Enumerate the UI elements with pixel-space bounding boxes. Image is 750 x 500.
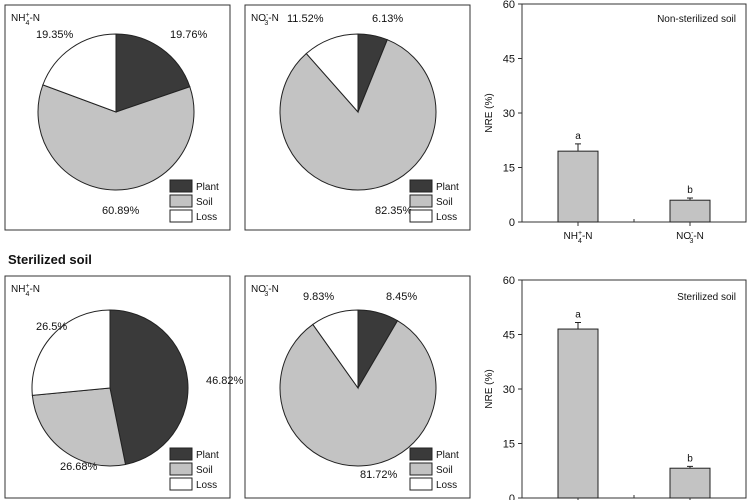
pie-slice-label: 11.52% [287,13,324,25]
bar-plot-frame [521,279,747,499]
y-tick-label: 15 [503,163,515,175]
pie-slice-label: 19.35% [36,29,74,41]
pie-slice-label: 60.89% [102,205,140,217]
legend-label: Plant [436,182,459,193]
significance-letter: a [575,131,581,142]
legend-label: Loss [196,212,217,223]
legend-swatch-loss [409,477,433,491]
bar-0 [557,150,599,223]
y-tick-label: 45 [503,54,515,66]
legend-label: Soil [196,197,213,208]
pie-slice-label: 6.13% [372,13,403,25]
legend-label: Soil [436,465,453,476]
pie-slice-soil [279,39,437,191]
pie-slice-soil [279,320,437,467]
y-tick-label: 30 [503,108,515,120]
legend-swatch-plant [169,447,193,461]
pie-slice-label: 46.82% [206,375,244,387]
pie-slice-label: 19.76% [170,29,208,41]
legend-swatch-plant [409,447,433,461]
legend-label: Loss [196,480,217,491]
legend-label: Plant [196,450,219,461]
legend-swatch-soil [169,462,193,476]
legend-label: Plant [436,450,459,461]
x-tick-label: NO-3-N [676,230,704,245]
pie-slice-plant [109,309,189,466]
significance-letter: b [687,185,693,196]
bar-1 [669,199,711,223]
legend-swatch-soil [409,194,433,208]
y-tick-label: 45 [503,330,515,342]
legend-swatch-soil [169,194,193,208]
legend-swatch-plant [409,179,433,193]
y-tick-label: 30 [503,384,515,396]
pie-slice-label: 26.68% [60,461,98,473]
pie-panel-frame [4,4,231,231]
pie-slice-label: 26.5% [36,321,67,333]
legend-label: Loss [436,212,457,223]
pie-slice-label: 82.35% [375,205,413,217]
legend-swatch-loss [169,209,193,223]
pie-slice-label: 8.45% [386,291,417,303]
legend-label: Soil [196,465,213,476]
y-tick-label: 15 [503,439,515,451]
legend-swatch-soil [409,462,433,476]
pie-panel-frame [244,275,471,499]
pie-slice-label: 9.83% [303,291,334,303]
pie-panel-frame [244,4,471,231]
pie-slice-loss [312,309,359,390]
section-label: Sterilized soil [8,252,92,267]
pie-slice-loss [31,309,111,396]
y-tick-label: 60 [503,0,515,11]
y-tick-label: 0 [509,493,515,500]
x-tick-label: NH+ 4-N [563,230,592,245]
y-axis-label: NRE (%) [484,369,495,408]
bar-1 [669,467,711,499]
significance-letter: b [687,453,693,464]
pie-panel-frame [4,275,231,499]
pie-slice-soil [37,84,195,191]
pie-slice-loss [42,33,117,113]
pie-title: NO-3-N [251,283,279,298]
y-tick-label: 60 [503,275,515,287]
bar-chart-title: Sterilized soil [677,292,736,303]
pie-slice-label: 81.72% [360,469,398,481]
legend-label: Loss [436,480,457,491]
pie-slice-loss [305,33,359,114]
y-axis-label: NRE (%) [484,93,495,132]
y-tick-label: 0 [509,217,515,229]
legend-label: Soil [436,197,453,208]
legend-swatch-plant [169,179,193,193]
pie-title: NH+ 4-N [11,283,40,298]
significance-letter: a [575,310,581,321]
pie-title: NO-3-N [251,12,279,27]
pie-slice-plant [115,33,191,113]
pie-title: NH+ 4-N [11,12,40,27]
legend-swatch-loss [409,209,433,223]
bar-plot-frame [521,3,747,223]
pie-slice-soil [31,387,127,467]
bar-0 [557,328,599,499]
legend-swatch-loss [169,477,193,491]
bar-chart-title: Non-sterilized soil [657,14,736,25]
legend-label: Plant [196,182,219,193]
